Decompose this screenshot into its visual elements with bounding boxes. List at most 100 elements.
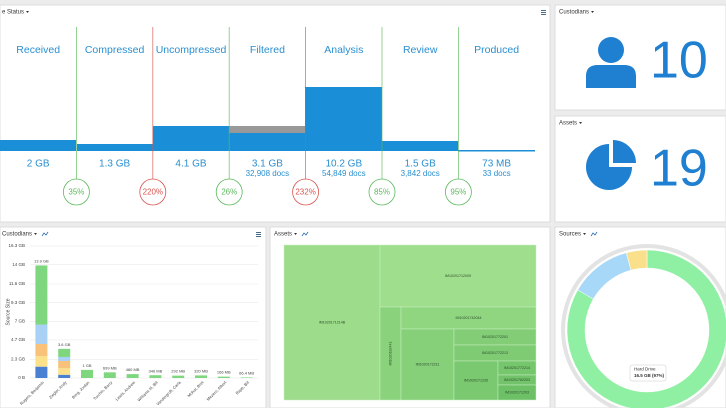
bar-value-label: 1 GB — [82, 363, 91, 368]
treemap-label: IM1020171203 — [505, 390, 529, 394]
treemap-label: IM1020182441 — [388, 342, 392, 366]
bar-value-label: 320 MB — [194, 368, 208, 373]
treemap-label: IM10201772213 — [482, 351, 508, 355]
assets-panel — [554, 115, 726, 223]
stage-size: 1.5 GB — [405, 159, 436, 170]
treemap-label: IM1020171214B — [319, 320, 346, 324]
ratio-circle — [215, 178, 243, 206]
panel-title[interactable]: e Status — [2, 10, 24, 16]
panel-title[interactable]: Sources — [559, 232, 581, 238]
bar-segment — [58, 374, 71, 378]
bar-value-label: 13.9 GB — [34, 258, 49, 263]
stage-docs: 3,842 docs — [401, 169, 440, 178]
y-tick-label: 7 GB — [15, 319, 25, 324]
y-tick-label: 2.3 GB — [11, 357, 25, 362]
ratio-circle — [292, 178, 320, 206]
chart-icon[interactable] — [41, 231, 49, 237]
bar-segment — [35, 366, 48, 378]
stage-name: Received — [16, 44, 60, 56]
stage-name: Compressed — [85, 44, 145, 56]
treemap: IM1020171214B IM10201712009 IM1020182441 IM… — [283, 244, 537, 401]
stage-docs: 32,908 docs — [246, 169, 290, 178]
tooltip-name: Hard Drive — [634, 367, 656, 372]
treemap-cell — [379, 244, 537, 308]
chart-icon[interactable] — [301, 231, 309, 237]
ratio-label: 26% — [221, 188, 237, 197]
menu-icon[interactable] — [256, 232, 261, 237]
panel-title[interactable]: Assets — [274, 232, 292, 238]
ratio-label: 85% — [374, 188, 390, 197]
bar-segment — [195, 375, 207, 378]
bar-segment — [217, 376, 230, 378]
ratio-circle — [368, 178, 396, 206]
bar-segment — [35, 265, 48, 325]
bar-value-label: 480 MB — [126, 367, 140, 372]
treemap-label: IM10201742044 — [456, 316, 482, 320]
treemap-label: IM10201772214 — [504, 366, 530, 370]
treemap-cell — [283, 244, 381, 401]
dropdown-caret[interactable] — [591, 11, 595, 13]
stage-size: 2 GB — [27, 159, 50, 170]
chart-icon[interactable] — [590, 231, 598, 237]
donut-hover-ring — [561, 244, 726, 408]
tooltip-value: 16.5 GB (97%) — [634, 373, 665, 378]
y-tick-label: 4.7 GB — [11, 337, 25, 342]
bar-segment — [58, 360, 71, 369]
bar-segment — [35, 356, 48, 367]
dropdown-caret[interactable] — [579, 122, 583, 124]
bar-value-label: 66.4 MB — [239, 371, 254, 376]
dropdown-caret[interactable] — [294, 233, 298, 235]
bar-segment — [58, 368, 71, 375]
dropdown-caret[interactable] — [26, 11, 30, 13]
panel-title[interactable]: Custodians — [2, 232, 32, 238]
treemap-label: IM1020172211 — [416, 362, 440, 366]
ratio-circle — [63, 178, 90, 206]
dropdown-caret[interactable] — [34, 233, 38, 235]
stage-name: Filtered — [250, 44, 285, 56]
ratio-circle — [444, 178, 472, 206]
donut-slice — [625, 249, 648, 271]
bar-value-label: 699 MB — [103, 365, 117, 370]
bar-segment — [81, 369, 93, 378]
stage-name: Review — [403, 44, 438, 56]
bar-segment — [35, 343, 48, 357]
tooltip — [629, 364, 667, 382]
stage-size: 4.1 GB — [175, 159, 206, 170]
treemap-label: IM10201712009 — [445, 274, 471, 278]
y-tick-label: 14 GB — [12, 262, 25, 267]
treemap-label: IM10201762203 — [504, 378, 530, 382]
ratio-label: 35% — [68, 188, 84, 197]
person-icon — [586, 37, 636, 88]
bar-value-label: 166 MB — [217, 370, 231, 375]
donut-slice — [566, 249, 726, 408]
stage-name: Uncompressed — [156, 44, 227, 56]
dropdown-caret[interactable] — [583, 233, 587, 235]
stage-name: Analysis — [324, 44, 363, 56]
y-tick-label: 0 B — [18, 375, 25, 380]
stage-size: 3.1 GB — [252, 159, 283, 170]
stage-size: 10.2 GB — [325, 159, 362, 170]
y-tick-label: 9.3 GB — [11, 300, 25, 305]
bar-value-label: 3.6 GB — [58, 342, 71, 347]
stage-docs: 33 docs — [483, 169, 511, 178]
stage-size: 1.3 GB — [99, 159, 130, 170]
treemap-cell — [400, 328, 455, 401]
bar-segment — [35, 324, 48, 344]
ratio-label: 95% — [450, 188, 466, 197]
menu-icon[interactable] — [541, 10, 546, 15]
panel-title[interactable]: Custodians — [559, 10, 589, 16]
donut — [566, 249, 726, 408]
y-axis-label: Source Size — [5, 298, 11, 325]
bar-segment — [172, 375, 185, 378]
bar-segment — [58, 356, 71, 361]
stage-docs: 54,849 docs — [322, 169, 366, 178]
stage-size: 73 MB — [482, 159, 511, 170]
panel-title[interactable]: Assets — [559, 121, 577, 127]
stage-bars — [0, 87, 535, 152]
treemap-cell — [453, 360, 499, 401]
custodian-count: 10 — [650, 32, 708, 90]
y-tick-label: 16.3 GB — [8, 243, 25, 248]
bar-segment — [149, 375, 162, 378]
